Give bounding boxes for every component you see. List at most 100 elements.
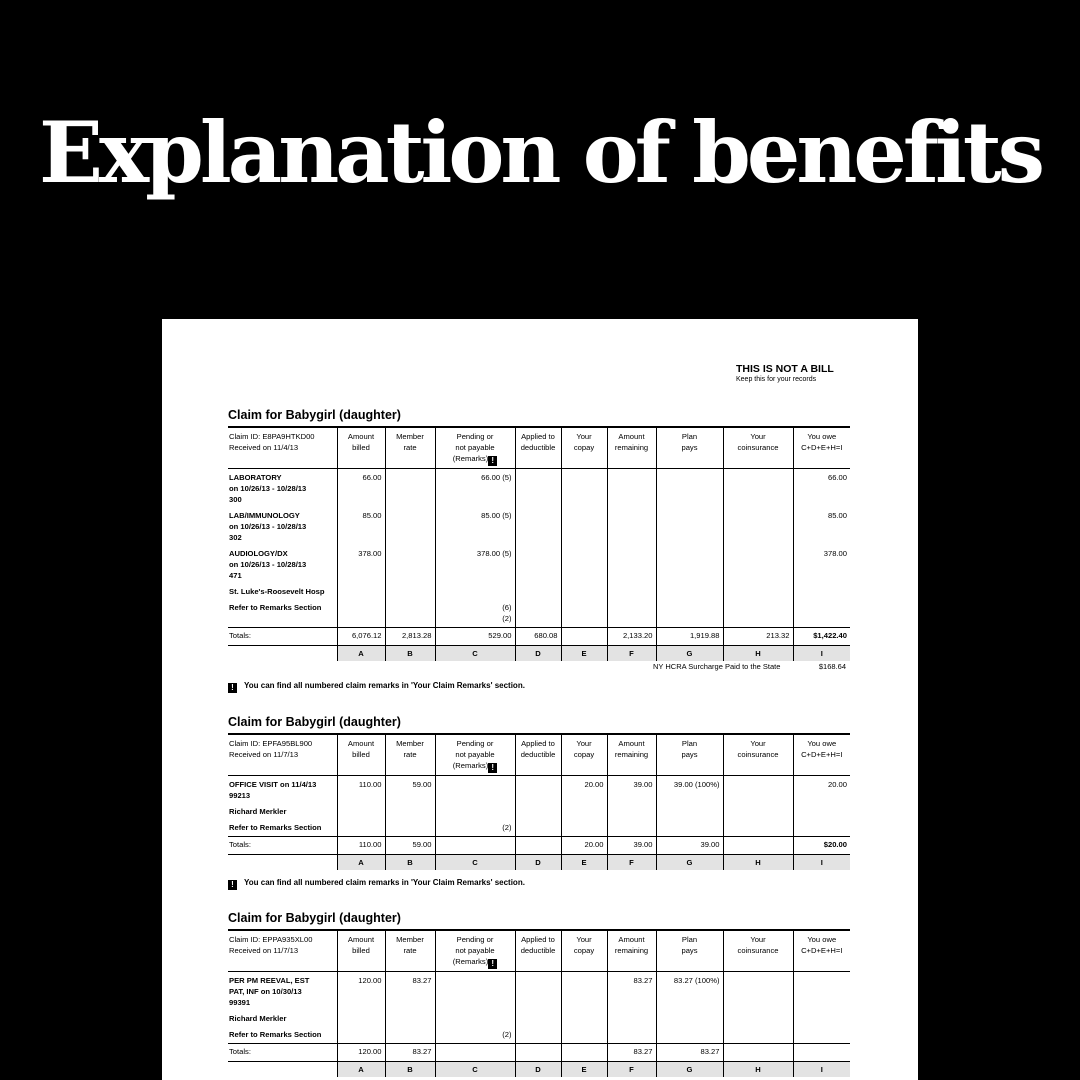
table-cell: (6) (2)	[434, 602, 515, 628]
column-letter: H	[722, 1061, 793, 1077]
column-header-line: (Remarks)	[452, 454, 489, 463]
table-cell	[384, 468, 435, 510]
table-cell	[560, 602, 607, 628]
totals-value: $1,422.40	[813, 631, 847, 640]
totals-value: 529.00	[488, 631, 512, 640]
column-header: You owe C+D+E+H=I	[792, 427, 850, 469]
column-header-line: not payable	[455, 946, 495, 955]
service-line: on 10/26/13 - 10/28/13	[229, 522, 307, 531]
table-cell	[434, 806, 515, 822]
surcharge-line: NY HCRA Surcharge Paid to the State $168.…	[228, 661, 850, 673]
totals-cell: 39.00	[606, 836, 656, 855]
cell-value: 39.00 (100%)	[673, 780, 720, 789]
service-line: PAT, INF on 10/30/13	[229, 987, 302, 996]
table-row: St. Luke's-Roosevelt Hosp	[228, 586, 850, 602]
column-header-line: (Remarks)	[452, 761, 489, 770]
table-cell	[722, 548, 793, 586]
column-letter: I	[792, 854, 850, 870]
column-letter-text: E	[581, 1065, 587, 1074]
column-letter: G	[655, 854, 723, 870]
table-row: Refer to Remarks Section (6) (2)	[228, 602, 850, 628]
column-header-line: You owe	[807, 935, 837, 944]
column-letter: C	[434, 854, 515, 870]
column-header: Your coinsurance	[722, 930, 793, 972]
service-description: Richard Merkler	[228, 806, 337, 822]
not-a-bill-notice: THIS IS NOT A BILL Keep this for your re…	[736, 363, 834, 383]
surcharge-value: $168.64	[818, 662, 846, 671]
cell-value: 85.00	[362, 511, 382, 520]
column-header-line: not payable	[455, 443, 495, 452]
column-header-line: Your	[750, 432, 766, 441]
totals-cell: 39.00	[655, 836, 723, 855]
column-letter-text: D	[535, 1065, 541, 1074]
column-letter-text: C	[472, 649, 478, 658]
column-letter: B	[384, 1061, 435, 1077]
column-letters-row: A B C D E F G H I	[228, 854, 850, 870]
column-header-line: Amount	[618, 432, 645, 441]
table-cell	[514, 775, 561, 806]
table-cell: 378.00 (5)	[434, 548, 515, 586]
remarks-exclamation-icon: !	[228, 880, 237, 890]
table-cell	[384, 602, 435, 628]
table-header-row: Claim ID: EPFA95BL900 Received on 11/7/13…	[228, 734, 850, 776]
table-cell: 85.00 (5)	[434, 510, 515, 548]
table-row: Refer to Remarks Section (2)	[228, 822, 850, 837]
totals-cell: 120.00	[336, 1043, 385, 1062]
totals-value: 6,076.12	[351, 631, 382, 640]
table-cell	[606, 822, 656, 837]
column-header-line: Member	[396, 739, 424, 748]
table-cell	[792, 971, 850, 1013]
table-cell	[514, 1013, 561, 1029]
remarks-exclamation-icon: !	[488, 763, 498, 773]
column-letter-text: B	[407, 649, 413, 658]
column-header-line: deductible	[520, 750, 556, 759]
table-cell	[792, 1013, 850, 1029]
column-letter-text: G	[686, 1065, 693, 1074]
service-description: LAB/IMMUNOLOGY on 10/26/13 - 10/28/13 302	[228, 510, 337, 548]
table-cell: 66.00	[336, 468, 385, 510]
column-header-line: C+D+E+H=I	[801, 946, 843, 955]
column-letter-text: A	[358, 649, 364, 658]
column-letter-text: B	[407, 858, 413, 867]
column-header-line: billed	[352, 946, 370, 955]
table-row: AUDIOLOGY/DX on 10/26/13 - 10/28/13 471 378…	[228, 548, 850, 586]
table-cell	[722, 1013, 793, 1029]
table-cell	[336, 822, 385, 837]
column-letter-text: I	[820, 858, 823, 867]
received-date: Received on 11/7/13	[229, 750, 299, 759]
totals-value: 39.00	[700, 840, 720, 849]
column-header-line: Plan	[681, 935, 698, 944]
table-cell	[336, 602, 385, 628]
remarks-note-text: You can find all numbered claim remarks …	[244, 681, 525, 690]
column-header-line: Amount	[618, 739, 645, 748]
table-cell	[384, 586, 435, 602]
remarks-note-text: You can find all numbered claim remarks …	[244, 878, 525, 887]
column-header: Amount billed	[336, 734, 385, 776]
table-cell: 120.00	[336, 971, 385, 1013]
column-letter: H	[722, 645, 793, 661]
totals-cell: 110.00	[336, 836, 385, 855]
column-header-line: Your	[750, 739, 766, 748]
table-cell: 83.27 (100%)	[655, 971, 723, 1013]
service-description: PER PM REEVAL, EST PAT, INF on 10/30/13 99…	[228, 972, 337, 1014]
column-letter-text: E	[581, 858, 587, 867]
column-header-line: C+D+E+H=I	[801, 750, 843, 759]
table-cell: 66.00 (5)	[434, 468, 515, 510]
table-cell	[560, 1013, 607, 1029]
totals-cell	[434, 1043, 515, 1062]
totals-label-text: Totals:	[229, 631, 251, 640]
column-header-line: pays	[681, 443, 698, 452]
table-cell	[655, 510, 723, 548]
claim-id-header: Claim ID: E8PA9HTKD00 Received on 11/4/13	[228, 427, 337, 469]
service-line: 300	[229, 495, 242, 504]
column-letter: E	[560, 1061, 607, 1077]
column-letter-text: C	[472, 858, 478, 867]
column-letter-text: H	[755, 858, 761, 867]
column-letters-row: A B C D E F G H I	[228, 1061, 850, 1077]
table-cell	[384, 548, 435, 586]
table-cell	[336, 1029, 385, 1044]
column-header: Your coinsurance	[722, 427, 793, 469]
table-cell	[722, 806, 793, 822]
cell-value: 110.00	[358, 780, 382, 789]
table-cell	[434, 775, 515, 806]
